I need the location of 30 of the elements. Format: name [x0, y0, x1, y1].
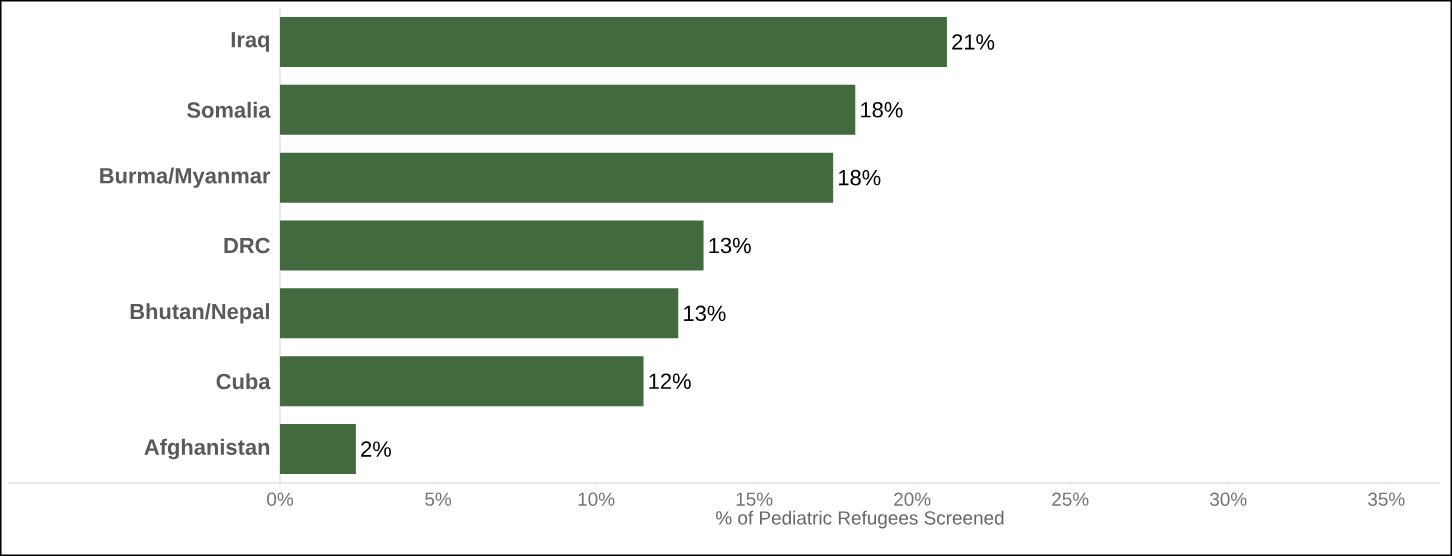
data-label: 13%: [684, 305, 726, 322]
x-tick-label: 5%: [425, 492, 452, 506]
x-tick-label: 0%: [267, 492, 294, 506]
bar: [280, 152, 834, 203]
x-tick-label: 35%: [1368, 492, 1405, 506]
y-tick-label: Somalia: [187, 101, 271, 118]
y-tick-label: Afghanistan: [144, 438, 270, 460]
data-label: 18%: [839, 169, 881, 186]
x-tick-label: 25%: [1052, 492, 1089, 506]
data-label: 13%: [709, 237, 751, 254]
x-axis-title: % of Pediatric Refugees Screened: [716, 510, 1004, 529]
y-tick-label: DRC: [224, 237, 270, 254]
y-tick-label: Burma/Myanmar: [100, 167, 271, 188]
bar: [280, 424, 356, 475]
x-tick-label: 10%: [578, 492, 615, 506]
data-label: 21%: [952, 34, 995, 50]
data-label: 18%: [861, 102, 903, 118]
y-tick-label: Bhutan/Nepal: [130, 303, 269, 324]
data-label: 2%: [361, 441, 391, 457]
x-tick-label: 20%: [894, 492, 931, 506]
data-label: 12%: [649, 373, 691, 389]
bar: [280, 16, 947, 67]
bar: [280, 220, 704, 271]
x-tick-label: 30%: [1210, 492, 1247, 506]
y-tick-label: Cuba: [216, 373, 271, 390]
x-tick-label: 15%: [736, 492, 773, 506]
bar: [280, 288, 679, 339]
bar: [280, 84, 856, 135]
y-tick-label: Iraq: [231, 32, 270, 52]
bar: [280, 356, 644, 407]
